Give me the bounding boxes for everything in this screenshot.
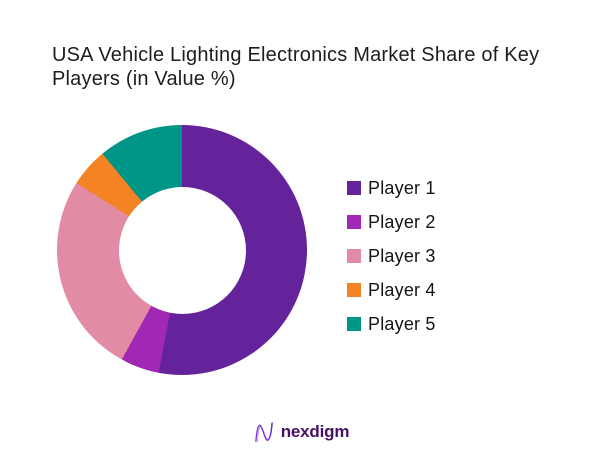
- legend-label-player-4: Player 4: [368, 279, 436, 300]
- legend-label-player-2: Player 2: [368, 211, 436, 232]
- legend-swatch-player-1: [347, 181, 361, 195]
- legend-label-player-5: Player 5: [368, 313, 436, 334]
- legend-item-player-3: Player 3: [347, 245, 436, 267]
- legend-swatch-player-5: [347, 317, 361, 331]
- nexdigm-logo-text: nexdigm: [280, 422, 350, 441]
- donut-hole: [118, 186, 246, 314]
- legend-swatch-player-2: [347, 215, 361, 229]
- legend-item-player-2: Player 2: [347, 211, 436, 233]
- legend-item-player-5: Player 5: [347, 313, 436, 335]
- nexdigm-logo-icon: [254, 422, 273, 443]
- legend-label-player-3: Player 3: [368, 245, 436, 266]
- legend-swatch-player-4: [347, 283, 361, 297]
- legend-item-player-1: Player 1: [347, 177, 436, 199]
- chart-title: USA Vehicle Lighting Electronics Market …: [52, 44, 539, 91]
- chart-title-line1: USA Vehicle Lighting Electronics Market …: [52, 44, 540, 66]
- footer-logo: nexdigm: [0, 420, 602, 444]
- legend: Player 1 Player 2 Player 3 Player 4 Play…: [347, 177, 436, 347]
- donut-chart: [57, 125, 307, 375]
- chart-title-line2: Players (in Value %): [52, 67, 236, 90]
- legend-swatch-player-3: [347, 249, 361, 263]
- legend-item-player-4: Player 4: [347, 279, 436, 301]
- legend-label-player-1: Player 1: [368, 177, 436, 198]
